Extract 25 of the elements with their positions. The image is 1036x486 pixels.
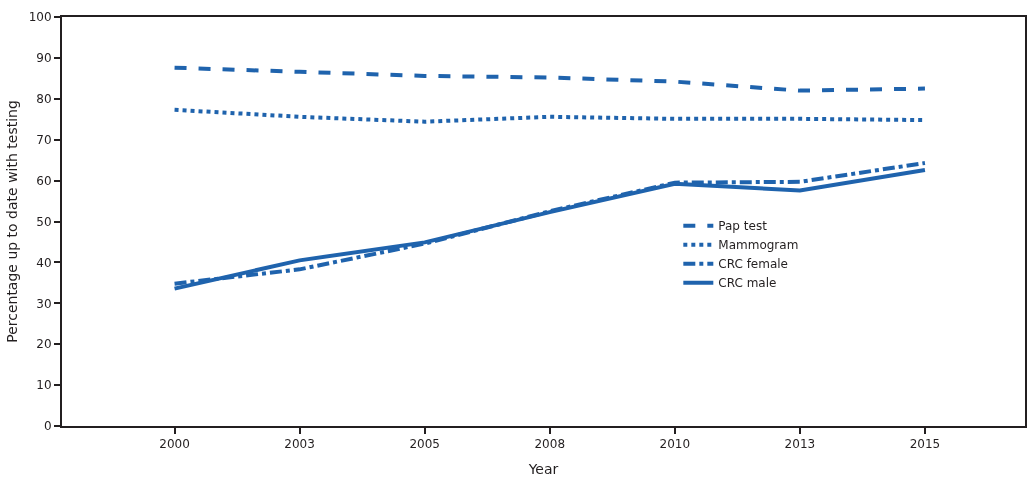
x-tick-label: 2015: [909, 437, 941, 452]
x-tick-label: 2008: [534, 437, 566, 452]
x-tick-label: 2013: [784, 437, 816, 452]
y-axis-title: Percentage up to date with testing: [3, 100, 20, 343]
y-tick-label: 90: [36, 51, 52, 66]
x-axis-title: Year: [527, 461, 559, 478]
y-tick-label: 50: [36, 214, 52, 229]
y-tick-label: 100: [28, 10, 52, 25]
x-tick-label: 2000: [159, 437, 190, 452]
y-tick-label: 40: [36, 255, 52, 270]
x-tick-label: 2003: [284, 437, 315, 452]
y-tick-label: 70: [36, 132, 52, 147]
y-tick-label: 80: [36, 92, 52, 106]
y-tick-label: 0: [43, 419, 52, 434]
y-tick-label: 10: [36, 378, 52, 393]
legend-label: CRC male: [718, 276, 777, 291]
y-tick-label: 30: [36, 296, 52, 311]
legend-label: CRC female: [718, 257, 789, 272]
line-series: [172, 65, 927, 93]
x-tick-label: 2010: [659, 437, 691, 452]
y-tick-label: 60: [36, 173, 52, 188]
x-tick-label: 2005: [409, 437, 440, 452]
y-tick-label: 20: [36, 337, 52, 352]
legend-label: Pap test: [718, 219, 768, 234]
legend-label: Mammogram: [718, 238, 799, 253]
